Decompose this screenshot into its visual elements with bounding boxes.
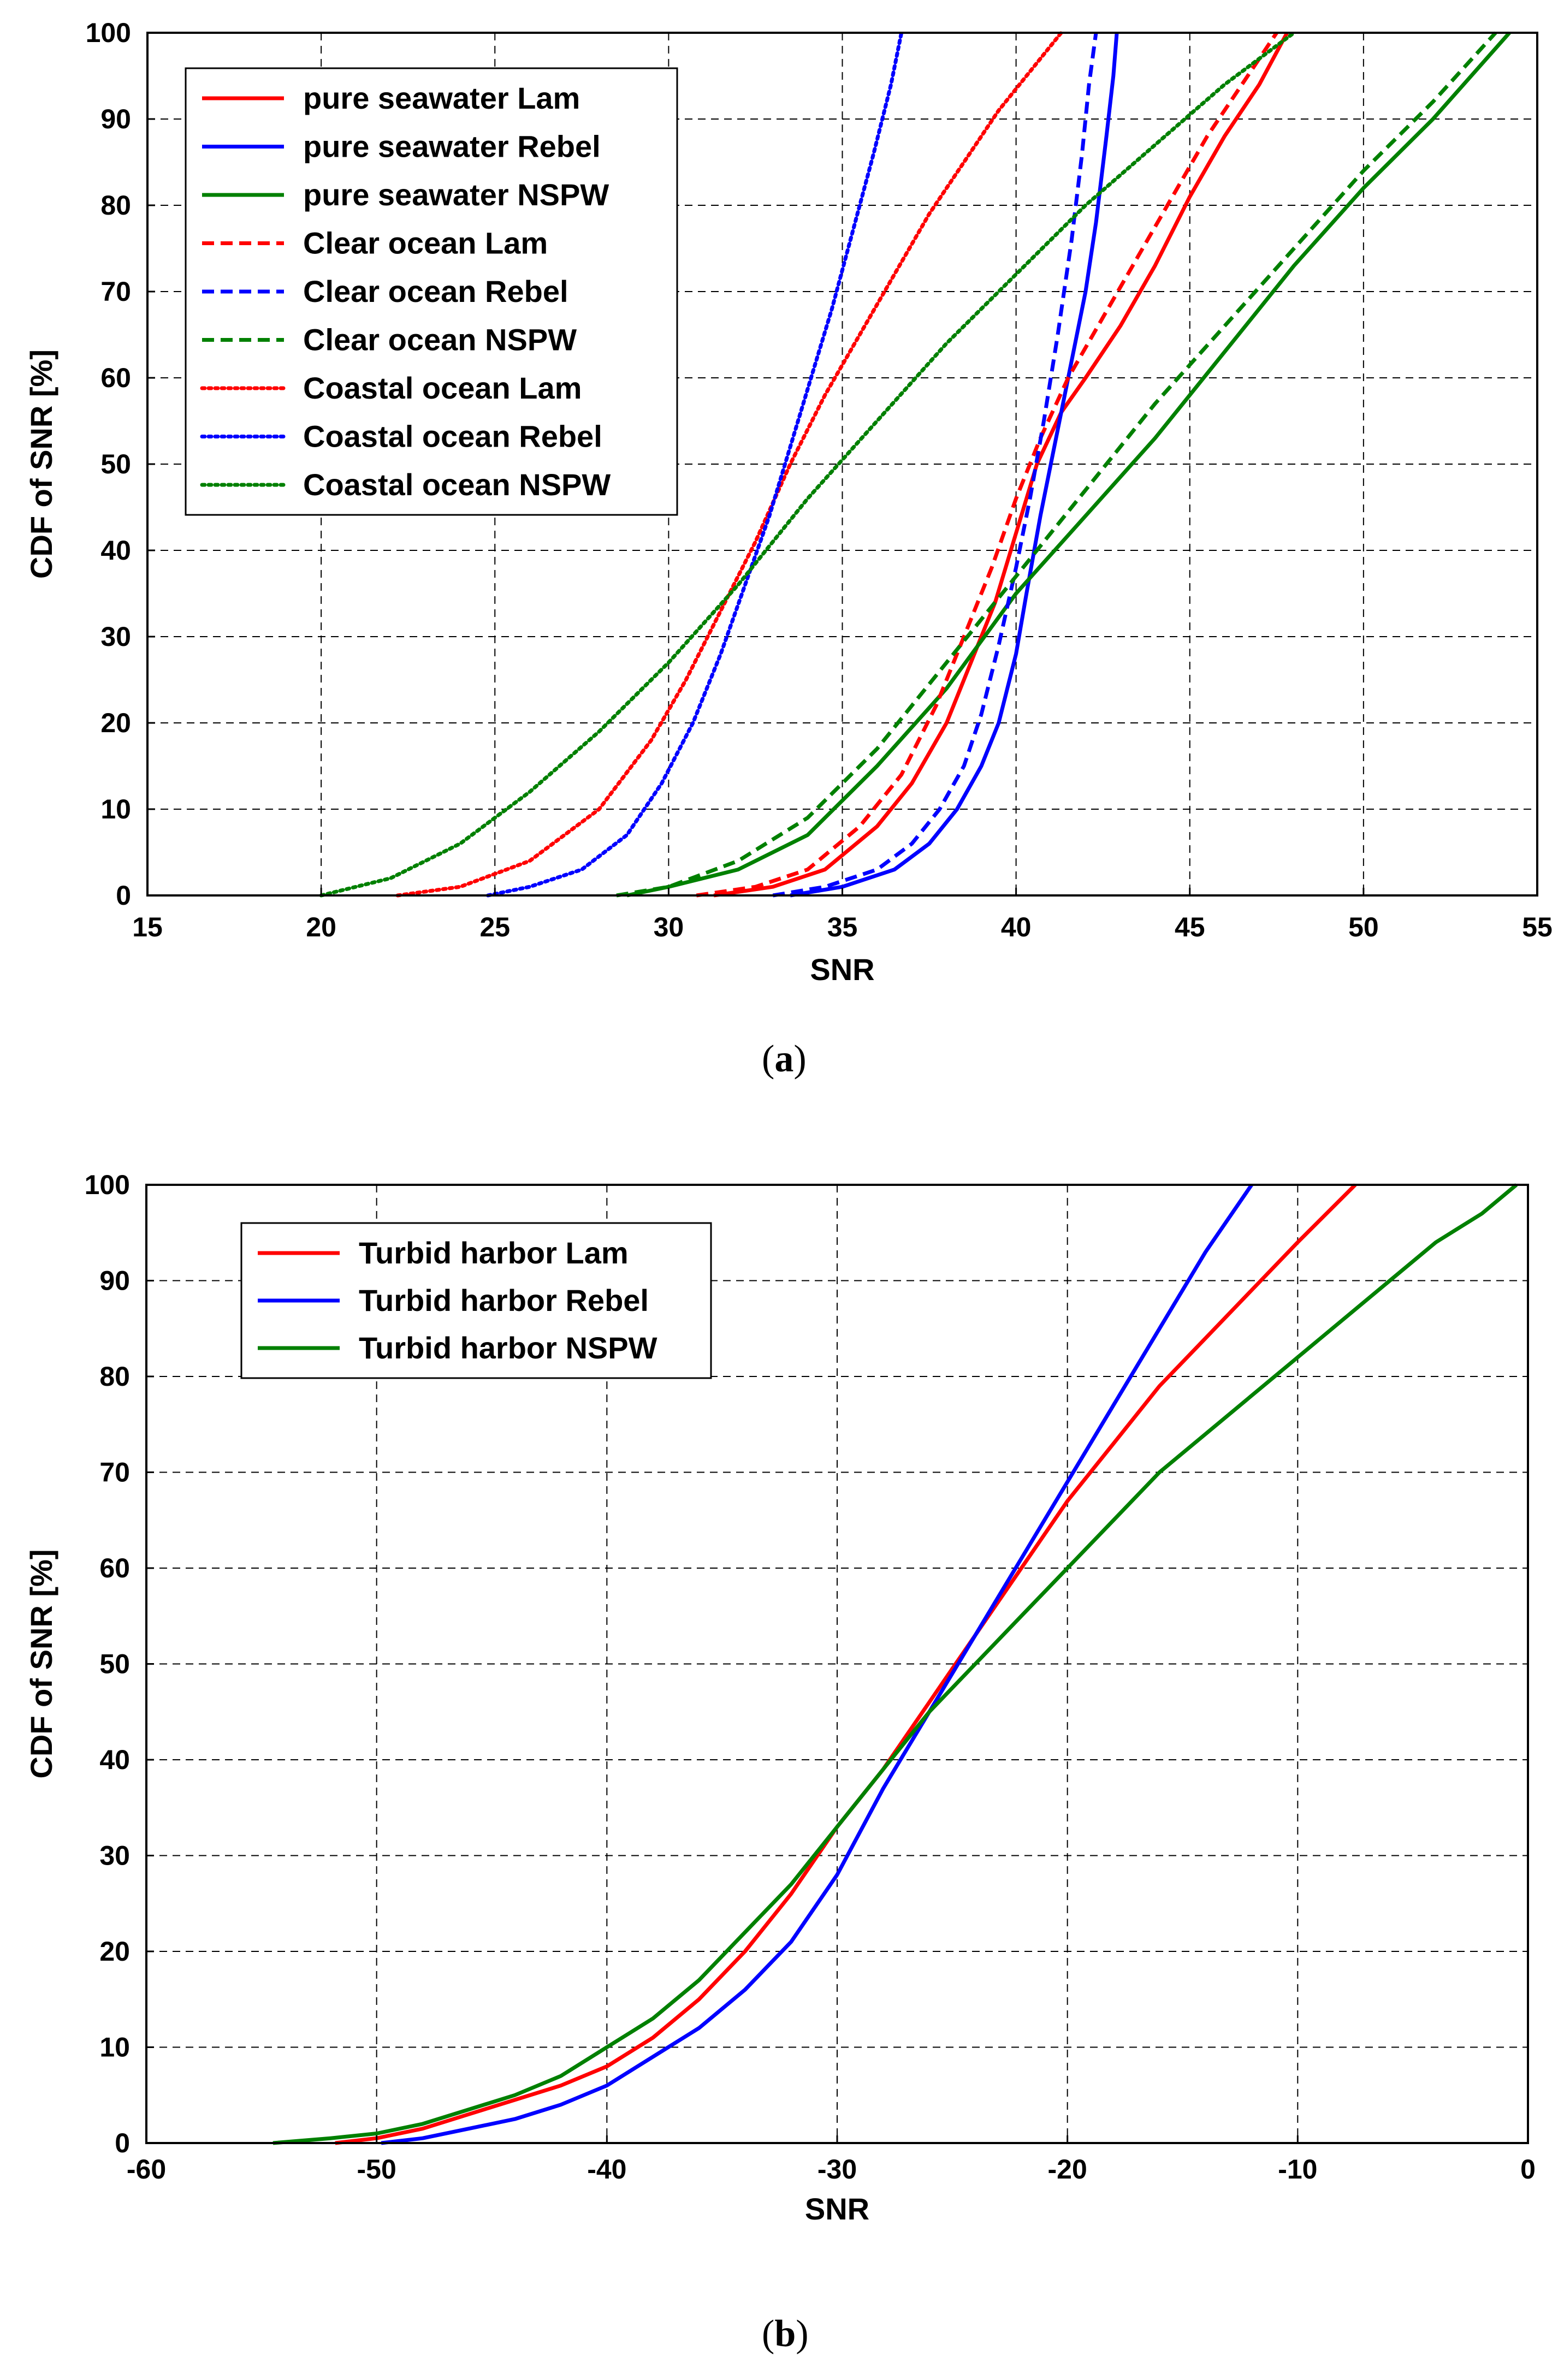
chart-a-ytick-label: 20	[100, 708, 131, 738]
chart-b-ytick-label: 40	[99, 1744, 130, 1775]
chart-a-xtick-label: 15	[132, 912, 163, 942]
chart-b-svg: -60 -50 -40 -30 -20 -10 0 0 10 20 30 40 50 60 70 80 90 10…	[24, 1170, 1536, 2226]
chart-b-xtick-label: -40	[587, 2154, 626, 2185]
chart-a-ytick-label: 80	[100, 190, 131, 221]
chart-a-ytick-label: 100	[86, 17, 131, 48]
chart-b-xtick-label: 0	[1520, 2154, 1536, 2185]
caption-a: (a)	[762, 1037, 807, 1081]
chart-a-series-pure-seawater-lam	[713, 32, 1289, 898]
caption-b: (b)	[762, 2312, 809, 2356]
chart-a-legend-label-clear-ocean-nspw: Clear ocean NSPW	[303, 323, 577, 357]
chart-a-series-coastal-ocean-nspw	[319, 31, 1296, 898]
figure-a: 15 20 25 30 35 40 45 50 55 0 10 20 30 40 50 60 70 80 90 100…	[0, 0, 1564, 1119]
caption-a-letter: a	[774, 1038, 794, 1080]
chart-a-xtick-label: 35	[827, 912, 858, 942]
chart-a-ytick-label: 50	[100, 449, 131, 479]
chart-b-ytick-label: 60	[99, 1553, 130, 1583]
chart-b-ytick-label: 30	[99, 1841, 130, 1871]
chart-a-legend-label-pure-seawater-lam: pure seawater Lam	[303, 81, 580, 115]
chart-a-series-coastal-ocean-rebel	[486, 31, 904, 898]
chart-a-ytick-label: 90	[100, 104, 131, 134]
chart-b-ytick-label: 70	[99, 1457, 130, 1488]
chart-b-legend-label-turbid-harbor-nspw: Turbid harbor NSPW	[359, 1331, 657, 1365]
chart-a-series-clear-ocean-nspw	[616, 31, 1497, 898]
chart-a-series-group	[319, 31, 1511, 898]
chart-a-ytick-label: 60	[100, 363, 131, 393]
caption-a-close: )	[793, 1038, 807, 1080]
chart-b-ytick-label: 100	[85, 1170, 130, 1200]
chart-a-series-pure-seawater-nspw	[626, 31, 1511, 898]
chart-a-legend-label-clear-ocean-rebel: Clear ocean Rebel	[303, 274, 568, 308]
chart-a-legend-label-coastal-ocean-rebel: Coastal ocean Rebel	[303, 419, 602, 454]
chart-b-ytick-label: 80	[99, 1361, 130, 1392]
chart-a-legend-label-coastal-ocean-lam: Coastal ocean Lam	[303, 371, 582, 405]
chart-a-legend-label-pure-seawater-nspw: pure seawater NSPW	[303, 177, 609, 212]
caption-b-close: )	[796, 2313, 809, 2355]
chart-a-xtick-label: 20	[306, 912, 336, 942]
chart-b-xtick-label: -50	[357, 2154, 396, 2185]
chart-a-xtick-label: 25	[479, 912, 510, 942]
chart-a-xlabel: SNR	[810, 952, 874, 987]
chart-a-ylabel: CDF of SNR [%]	[24, 349, 58, 579]
chart-b-xtick-label: -30	[817, 2154, 857, 2185]
chart-a-xtick-label: 30	[654, 912, 684, 942]
chart-b-ytick-label: 90	[99, 1266, 130, 1296]
chart-a-ytick-label: 30	[100, 621, 131, 652]
figure-b: -60 -50 -40 -30 -20 -10 0 0 10 20 30 40 50 60 70 80 90 10…	[0, 1136, 1564, 2380]
chart-b-series-turbid-harbor-rebel	[381, 1184, 1253, 2145]
chart-a-ytick-label: 10	[100, 794, 131, 824]
chart-a-xtick-label: 40	[1001, 912, 1032, 942]
chart-b-legend-label-turbid-harbor-lam: Turbid harbor Lam	[359, 1236, 629, 1270]
chart-b-series-turbid-harbor-nspw	[272, 1183, 1518, 2145]
chart-b-ytick-label: 50	[99, 1649, 130, 1679]
chart-b-ylabel: CDF of SNR [%]	[24, 1550, 58, 1779]
chart-a-ytick-label: 70	[100, 276, 131, 307]
chart-b-xlabel: SNR	[805, 2192, 869, 2226]
chart-a-legend: pure seawater Lam pure seawater Rebel pure…	[185, 67, 678, 516]
chart-b-xtick-label: -20	[1048, 2154, 1087, 2185]
caption-b-open: (	[762, 2313, 775, 2355]
chart-a-grid	[147, 33, 1537, 895]
chart-b-ytick-label: 10	[99, 2032, 130, 2063]
chart-b-ytick-label: 0	[115, 2128, 130, 2158]
chart-a-series-clear-ocean-rebel	[772, 32, 1098, 898]
chart-b-series-group	[272, 1183, 1518, 2145]
chart-a-svg: 15 20 25 30 35 40 45 50 55 0 10 20 30 40 50 60 70 80 90 100…	[24, 17, 1553, 987]
chart-a-legend-label-clear-ocean-lam: Clear ocean Lam	[303, 226, 548, 260]
chart-a-xtick-label: 50	[1348, 912, 1379, 942]
chart-a-legend-label-coastal-ocean-nspw: Coastal ocean NSPW	[303, 467, 611, 502]
chart-b-xtick-label: -10	[1278, 2154, 1317, 2185]
chart-b-xtick-label: -60	[127, 2154, 166, 2185]
caption-a-open: (	[762, 1038, 775, 1080]
chart-a-legend-label-pure-seawater-rebel: pure seawater Rebel	[303, 129, 601, 164]
chart-b-legend-label-turbid-harbor-rebel: Turbid harbor Rebel	[359, 1283, 649, 1317]
chart-a-ytick-label: 0	[116, 880, 131, 911]
chart-b-ytick-label: 20	[99, 1936, 130, 1967]
chart-a-xtick-label: 45	[1175, 912, 1205, 942]
chart-a-series-coastal-ocean-lam	[395, 31, 1063, 898]
caption-b-letter: b	[774, 2313, 796, 2355]
chart-a-xtick-label: 55	[1522, 912, 1553, 942]
chart-b-legend: Turbid harbor Lam Turbid harbor Rebel Turb…	[240, 1222, 712, 1379]
chart-a-series-clear-ocean-lam	[696, 32, 1278, 898]
chart-a-ytick-label: 40	[100, 535, 131, 566]
